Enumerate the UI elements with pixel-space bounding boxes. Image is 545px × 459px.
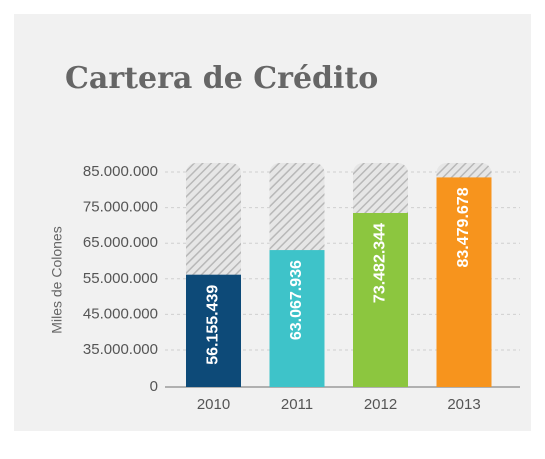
x-tick-label: 2013 [447,396,480,413]
value-label: 63.067.936 [288,260,305,340]
value-label: 73.482.344 [372,223,389,303]
y-tick-label: 85.000.000 [83,163,158,180]
value-label: 83.479.678 [455,187,472,267]
bar [353,213,408,387]
x-tick-label: 2012 [364,396,397,413]
y-tick-label: 35.000.000 [83,341,158,358]
value-label: 56.155.439 [205,285,222,365]
x-tick-label: 2010 [197,396,230,413]
y-tick-label: 0 [150,378,158,395]
y-axis-label: Miles de Colones [49,226,65,333]
bar [269,250,325,387]
y-tick-label: 75.000.000 [83,199,158,216]
chart-title: Cartera de Crédito [65,61,378,96]
y-tick-label: 45.000.000 [83,305,158,322]
x-tick-label: 2011 [281,396,313,413]
bar [436,177,492,387]
bar [186,274,241,387]
y-tick-label: 55.000.000 [83,270,158,287]
y-tick-label: 65.000.000 [83,234,158,251]
